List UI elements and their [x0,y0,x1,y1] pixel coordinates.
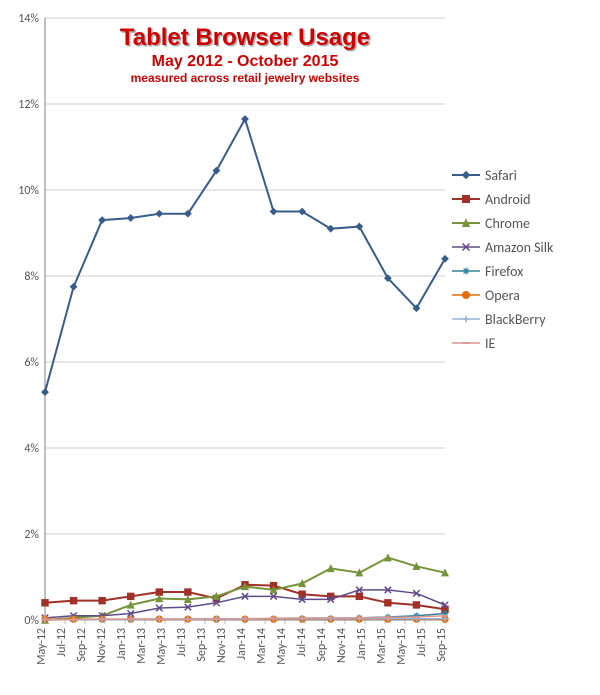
data-marker [356,593,362,599]
x-tick-label: Nov-13 [215,628,229,663]
chart-subtitle: May 2012 - October 2015 [152,53,339,70]
y-tick-label: 14% [18,12,39,26]
legend-label: IE [485,335,496,352]
x-tick-label: Sep-12 [75,628,89,662]
data-marker [463,292,470,299]
x-tick-label: May-14 [275,628,289,665]
legend-label: Android [485,191,530,208]
x-tick-label: Sep-14 [315,628,329,662]
x-tick-label: Mar-15 [375,628,389,664]
data-marker [185,589,191,595]
y-tick-label: 12% [18,98,39,112]
x-tick-label: May-15 [395,628,409,665]
data-marker [385,600,391,606]
x-tick-label: Nov-14 [335,628,349,663]
data-marker [463,196,470,203]
y-tick-label: 6% [24,356,39,370]
y-tick-label: 2% [24,528,39,542]
data-marker [70,597,76,603]
legend-label: Amazon Silk [485,239,554,256]
x-tick-label: May-13 [155,628,169,665]
legend-label: Chrome [485,215,530,232]
x-tick-label: Jan-15 [355,628,369,660]
line-chart: 0% 2% 4% 6% 8% 10% 12% 14% May-12 Jul-12 Sep-12 Nov… [0,0,600,695]
x-tick-label: Jan-14 [235,628,249,660]
x-tick-label: Jan-13 [115,628,129,660]
y-tick-label: 4% [24,442,39,456]
y-tick-label: 10% [18,184,39,198]
y-tick-label: 8% [24,270,39,284]
legend-label: Safari [485,167,517,184]
chart-title: Tablet Browser Usage [120,24,370,51]
data-marker [413,602,419,608]
legend-label: BlackBerry [485,311,546,328]
x-tick-label: Jul-14 [295,628,309,657]
data-marker [99,597,105,603]
data-marker [128,593,134,599]
data-marker [42,600,48,606]
x-tick-label: Mar-13 [135,628,149,664]
chart-caption: measured across retail jewelry websites [131,71,360,85]
x-tick-label: Jul-12 [55,628,69,657]
x-tick-label: Nov-12 [95,628,109,663]
x-tick-label: Jul-13 [175,628,189,657]
x-tick-label: Mar-14 [255,628,269,664]
x-tick-label: Sep-15 [435,628,449,662]
x-tick-label: Sep-13 [195,628,209,662]
x-tick-label: May-12 [35,628,49,665]
y-tick-label: 0% [24,614,39,628]
legend-label: Firefox [485,263,523,280]
x-tick-label: Jul-15 [415,628,429,657]
data-marker [463,268,470,275]
legend-label: Opera [485,287,520,304]
